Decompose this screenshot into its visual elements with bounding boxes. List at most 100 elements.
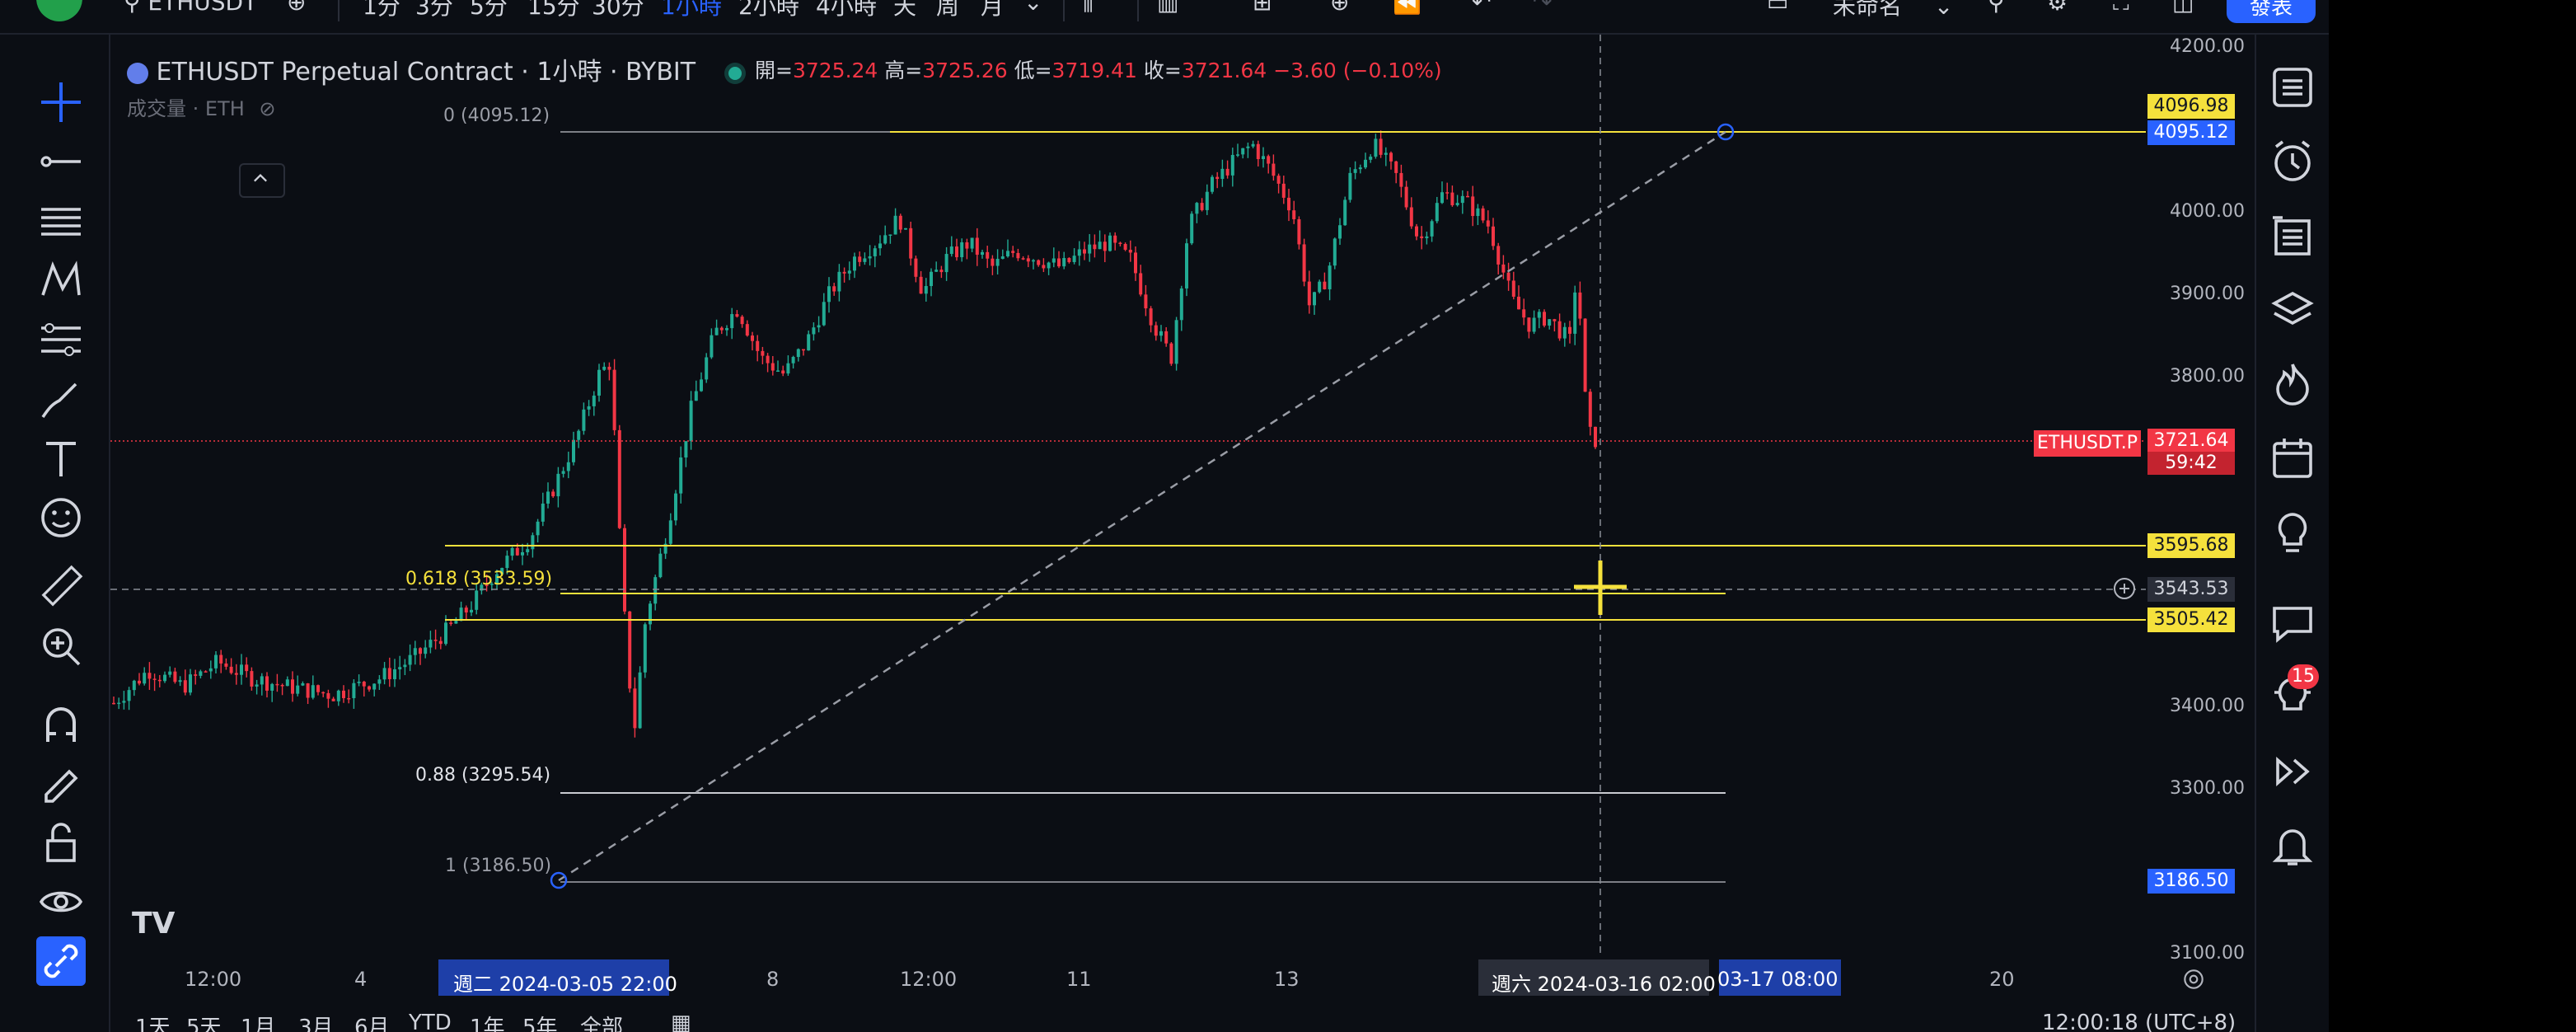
candle-body <box>653 577 658 604</box>
calendar-icon[interactable] <box>2268 434 2317 483</box>
bell-icon[interactable] <box>2268 821 2317 870</box>
candle-body <box>1445 192 1450 194</box>
candle-body <box>214 654 218 668</box>
candle-body <box>265 676 269 691</box>
eye-off-icon[interactable]: ⊘ <box>259 97 276 120</box>
candle-body <box>592 395 596 406</box>
user-avatar[interactable] <box>36 0 82 21</box>
price-tick: 3800.00 <box>2170 366 2245 387</box>
range-1d[interactable]: 1天 <box>135 1016 171 1032</box>
ruler-icon[interactable] <box>36 562 86 612</box>
range-5y[interactable]: 5年 <box>522 1016 558 1032</box>
range-all[interactable]: 全部 <box>580 1016 624 1032</box>
settings-gear-icon[interactable]: ⚙ <box>2047 0 2068 16</box>
interval-4h[interactable]: 4小時 <box>816 0 877 20</box>
chevron-down-icon[interactable]: ⌄ <box>1023 0 1043 16</box>
snapshot-camera-icon[interactable]: ◫ <box>2172 0 2194 16</box>
interval-15m[interactable]: 15分 <box>527 0 580 20</box>
fib-anchor-end <box>1717 123 1735 141</box>
interval-day[interactable]: 天 <box>893 0 917 20</box>
candle-body <box>1103 242 1107 251</box>
trend-line-icon[interactable] <box>36 137 86 186</box>
interval-30m[interactable]: 30分 <box>592 0 644 20</box>
tradingview-logo[interactable]: TV <box>132 907 176 941</box>
emoji-icon[interactable] <box>36 493 86 542</box>
pattern-icon[interactable] <box>36 256 86 305</box>
interval-month[interactable]: 月 <box>981 0 1005 20</box>
range-1m[interactable]: 1月 <box>241 1016 276 1032</box>
brush-icon[interactable] <box>36 374 86 424</box>
candle-body <box>904 228 907 230</box>
candle-body <box>1113 235 1117 243</box>
magnet-icon[interactable] <box>36 699 86 748</box>
range-5d[interactable]: 5天 <box>186 1016 222 1032</box>
price-chart[interactable] <box>110 35 2146 958</box>
hotlist-icon[interactable] <box>2268 359 2317 409</box>
divider <box>1063 0 1065 21</box>
axis-settings-gear-icon[interactable] <box>2180 966 2207 992</box>
candle-body <box>1318 281 1322 293</box>
alert-add-icon[interactable]: ⊕ <box>1330 0 1350 16</box>
interval-2h[interactable]: 2小時 <box>738 0 799 20</box>
time-axis[interactable]: 12:00 4 週二 2024-03-05 22:00 8 12:00 11 1… <box>110 959 2146 999</box>
interval-1h[interactable]: 1小時 <box>661 0 722 20</box>
watchlist-icon[interactable] <box>2268 63 2317 112</box>
interval-week[interactable]: 周 <box>936 0 960 20</box>
layout-icon[interactable]: ▭ <box>1767 0 1789 16</box>
publish-button[interactable]: 發表 <box>2227 0 2316 23</box>
candle-body <box>219 654 223 664</box>
indicators-icon[interactable]: ▥ <box>1157 0 1179 16</box>
replay-back-icon[interactable]: ⏪ <box>1393 0 1421 16</box>
range-ytd[interactable]: YTD <box>409 1011 452 1032</box>
alert-clock-icon[interactable] <box>2268 137 2317 186</box>
replay-icon[interactable] <box>2268 747 2317 796</box>
candle-body <box>1486 220 1490 227</box>
time-tick: 11 <box>1066 968 1092 991</box>
candle-body <box>909 228 913 259</box>
layout-name-button[interactable]: 未命名 ⌄ <box>1833 0 1953 21</box>
candle-body <box>122 701 126 703</box>
redo-icon[interactable]: ↷ <box>1533 0 1553 16</box>
fib-tool-icon[interactable] <box>36 315 86 364</box>
candle-body <box>1083 249 1086 254</box>
horizontal-lines-icon[interactable] <box>36 196 86 246</box>
data-window-icon[interactable] <box>2268 211 2317 260</box>
market-status-icon <box>728 66 742 80</box>
interval-1m[interactable]: 1分 <box>363 0 400 20</box>
eye-icon[interactable] <box>36 877 86 926</box>
undo-icon[interactable]: ↶ <box>1472 0 1492 16</box>
interval-5m[interactable]: 5分 <box>470 0 508 20</box>
range-3m[interactable]: 3月 <box>298 1016 334 1032</box>
search-icon[interactable]: ⚲ <box>1988 0 2005 16</box>
volume-legend[interactable]: 成交量 · ETH ⊘ <box>127 92 276 121</box>
price-scale[interactable]: 4200.00 4000.00 3900.00 3800.00 3400.00 … <box>2146 35 2251 964</box>
fullscreen-icon[interactable]: ⛶ <box>2113 0 2129 16</box>
crosshair-icon[interactable] <box>36 77 86 127</box>
zoom-icon[interactable] <box>36 622 86 671</box>
interval-3m[interactable]: 3分 <box>415 0 453 20</box>
link-icon[interactable] <box>36 936 86 986</box>
goto-date-icon[interactable]: ▦ <box>671 1011 691 1032</box>
templates-icon[interactable]: ⊞ <box>1253 0 1272 16</box>
text-icon[interactable] <box>36 434 86 483</box>
range-1y[interactable]: 1年 <box>470 1016 505 1032</box>
eth-logo-icon <box>127 62 148 84</box>
lock-drawing-icon[interactable] <box>36 758 86 808</box>
layers-icon[interactable] <box>2268 285 2317 335</box>
high-value: 3725.26 <box>922 59 1008 82</box>
range-6m[interactable]: 6月 <box>354 1016 390 1032</box>
symbol-search-button[interactable]: ⚲ ETHUSDT <box>124 0 257 16</box>
collapse-legend-button[interactable] <box>239 163 285 198</box>
chat-icon[interactable] <box>2268 598 2317 648</box>
unlock-icon[interactable] <box>36 818 86 867</box>
add-symbol-icon[interactable]: ⊕ <box>287 0 307 16</box>
candle-body <box>255 684 259 687</box>
ideas-icon[interactable] <box>2268 508 2317 557</box>
candle-body <box>1578 292 1582 319</box>
candle-body <box>347 697 351 700</box>
candles-layer <box>112 130 1597 738</box>
candle-type-icon[interactable]: ⫼ <box>1083 0 1094 16</box>
chart-pane[interactable] <box>110 35 2146 958</box>
candle-body <box>1430 221 1434 237</box>
chart-legend-title[interactable]: ETHUSDT Perpetual Contract · 1小時 · BYBIT <box>127 51 742 87</box>
